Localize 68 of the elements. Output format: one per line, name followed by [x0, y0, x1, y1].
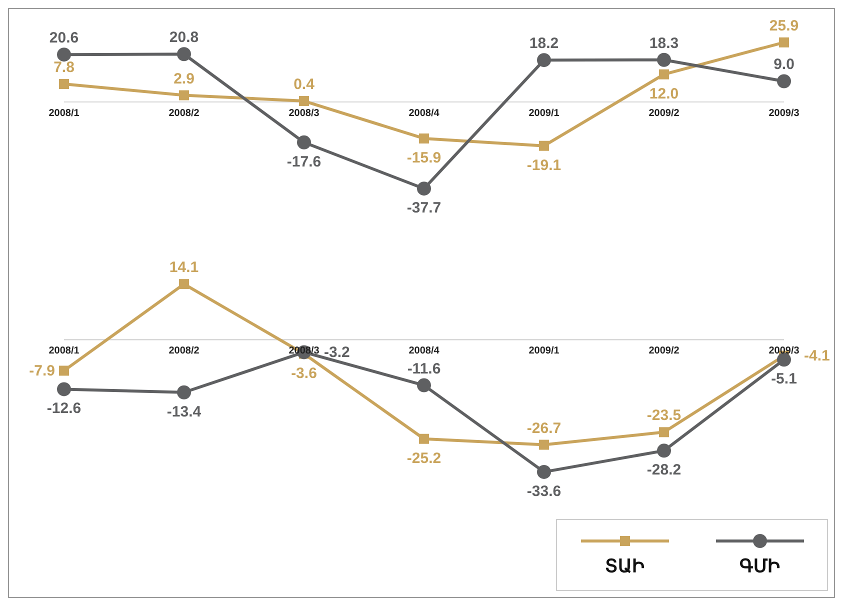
point — [57, 48, 71, 62]
data-label: 7.8 — [54, 59, 74, 76]
x-tick-label: 2008/4 — [408, 346, 440, 357]
point — [417, 378, 431, 392]
data-label: -17.6 — [286, 153, 322, 170]
x-tick-label: 2009/2 — [648, 346, 680, 357]
point — [57, 382, 71, 396]
data-label: -3.2 — [324, 344, 350, 362]
legend-label: ԳՄԻ — [740, 555, 780, 577]
x-tick-label: 2009/1 — [528, 346, 560, 357]
x-tick-label: 2008/3 — [288, 346, 320, 357]
point — [299, 96, 309, 106]
x-tick-label: 2008/2 — [168, 346, 200, 357]
data-label: -15.9 — [406, 149, 442, 166]
data-label: 14.1 — [169, 259, 199, 276]
data-label: -4.1 — [804, 348, 830, 365]
data-label: 0.4 — [294, 76, 316, 94]
data-label: 20.6 — [49, 30, 79, 47]
data-label: 9.0 — [774, 56, 794, 74]
x-tick-label: 2009/3 — [768, 346, 800, 357]
data-label: 25.9 — [769, 17, 799, 34]
x-tick-label: 2009/3 — [768, 108, 800, 119]
data-label: -26.7 — [526, 420, 562, 437]
point — [59, 79, 69, 90]
data-label: -33.6 — [526, 482, 562, 500]
point — [657, 444, 671, 458]
data-label: -37.7 — [406, 200, 442, 217]
point — [659, 427, 669, 438]
data-label: -19.1 — [526, 156, 562, 174]
point — [297, 135, 311, 150]
x-tick-label: 2009/2 — [648, 108, 680, 119]
data-label: 20.8 — [169, 29, 199, 46]
x-tick-label: 2008/4 — [408, 108, 440, 119]
data-label: -11.6 — [407, 360, 441, 378]
data-label: -25.2 — [406, 450, 442, 467]
point — [179, 279, 189, 290]
point — [177, 47, 191, 62]
data-label: -23.5 — [646, 407, 682, 424]
data-label: -5.1 — [771, 370, 797, 388]
data-label: 2.9 — [174, 70, 194, 88]
point — [657, 52, 671, 67]
data-label: -3.6 — [291, 364, 317, 382]
point — [777, 74, 791, 88]
x-tick-label: 2008/2 — [168, 108, 200, 119]
point — [539, 440, 549, 450]
point — [659, 69, 669, 80]
legend-label: ՏԱԻ — [605, 555, 644, 577]
point — [179, 90, 189, 100]
x-tick-label: 2009/1 — [528, 108, 560, 119]
x-tick-label: 2008/1 — [48, 108, 80, 119]
data-label: -28.2 — [646, 462, 682, 479]
point — [419, 434, 429, 444]
data-label: -12.6 — [46, 400, 82, 418]
data-label: -7.9 — [29, 362, 55, 380]
point — [417, 182, 431, 196]
x-tick-label: 2008/3 — [288, 108, 320, 119]
point — [59, 366, 69, 376]
point — [539, 140, 549, 151]
point — [177, 385, 191, 400]
data-label: 18.2 — [529, 35, 559, 52]
point — [419, 133, 429, 144]
point — [537, 464, 551, 479]
point — [779, 37, 789, 48]
data-label: 18.3 — [649, 34, 679, 52]
data-label: 12.0 — [649, 85, 679, 102]
data-label: -13.4 — [166, 403, 202, 420]
x-tick-label: 2008/1 — [48, 346, 80, 357]
point — [537, 53, 551, 68]
